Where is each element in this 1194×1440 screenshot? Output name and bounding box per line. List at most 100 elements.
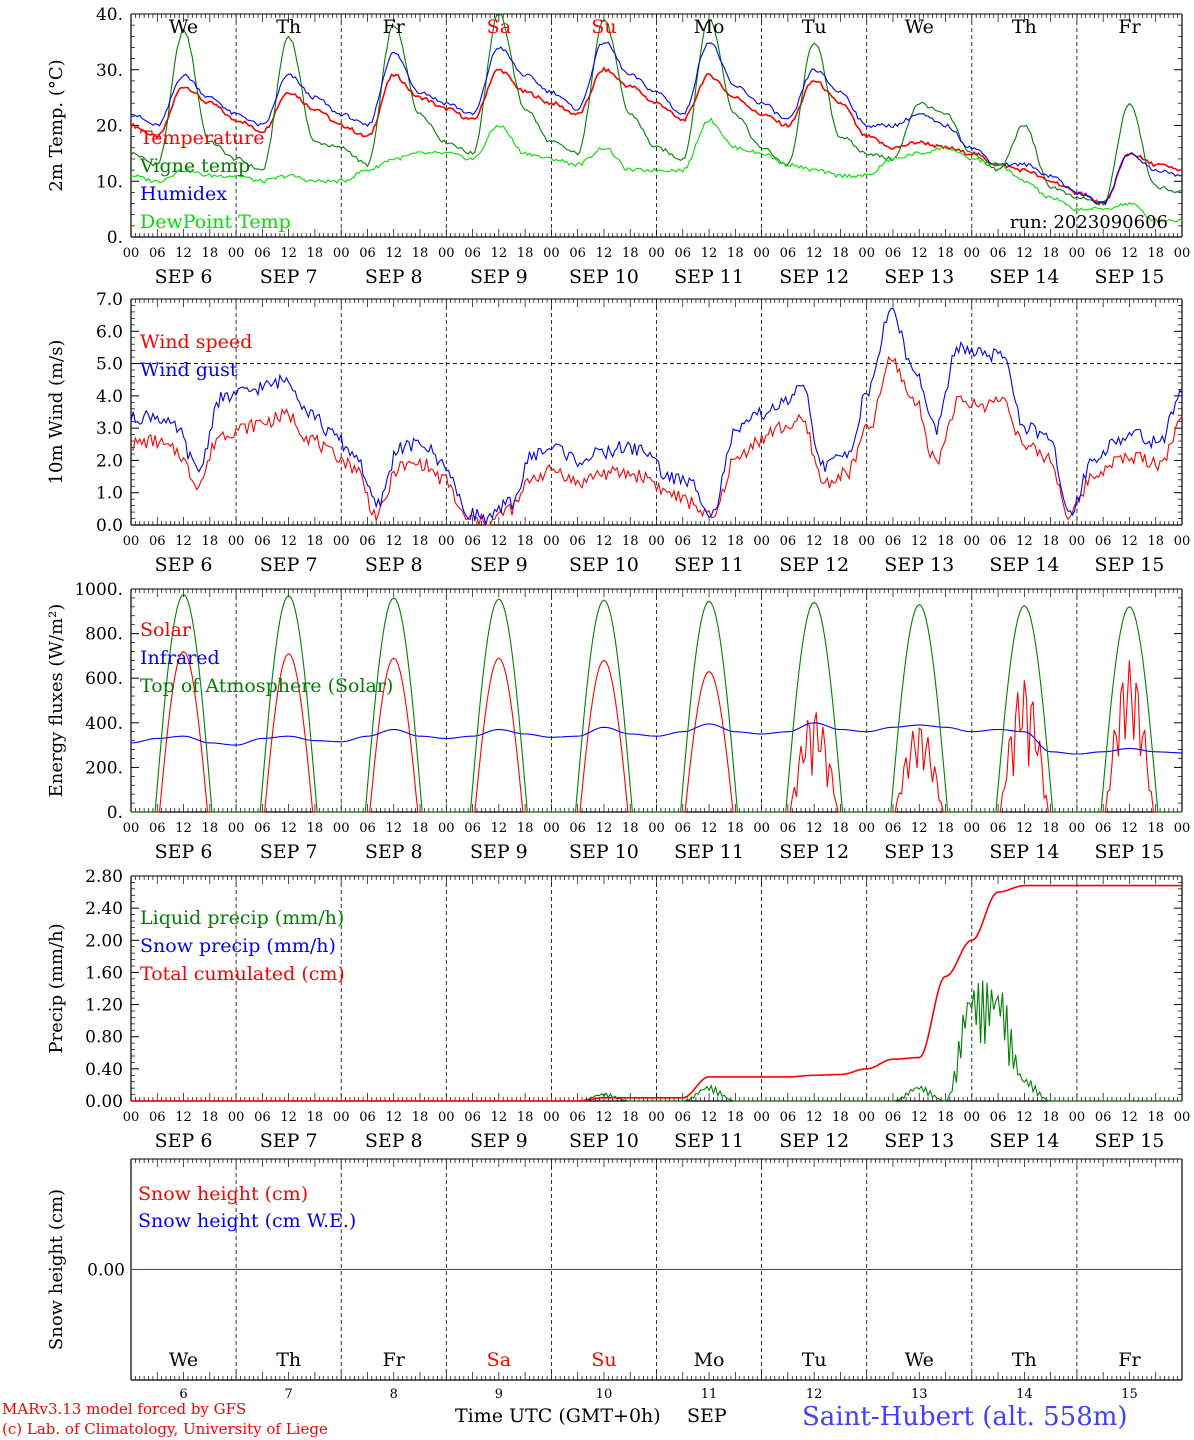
y-tick-label: 800. [85, 625, 123, 645]
hour-tick-label: 12 [491, 1110, 508, 1125]
hour-tick-label: 18 [412, 534, 429, 549]
hour-tick-label: 06 [569, 246, 586, 261]
date-label: SEP 14 [989, 554, 1059, 576]
hour-tick-label: 06 [149, 246, 166, 261]
hour-tick-label: 00 [858, 1110, 875, 1125]
hour-tick-label: 18 [1147, 246, 1164, 261]
y-tick-label: 400. [85, 714, 123, 734]
hour-tick-label: 06 [990, 1110, 1007, 1125]
day-name: Su [591, 1349, 616, 1371]
series-line-humidex [131, 41, 1183, 206]
date-label: SEP 12 [779, 1130, 849, 1152]
series-line-vigne [131, 593, 1182, 813]
hour-tick-label: 00 [1069, 246, 1086, 261]
hour-tick-label: 18 [727, 534, 744, 549]
hour-tick-label: 12 [175, 534, 192, 549]
hour-tick-label: 12 [806, 534, 823, 549]
hour-tick-label: 18 [517, 246, 534, 261]
hour-tick-label: 00 [543, 821, 560, 836]
day-name: Tu [802, 1349, 827, 1371]
hour-tick-label: 12 [491, 246, 508, 261]
hour-tick-label: 12 [596, 821, 613, 836]
series-line-humidex [130, 307, 1183, 525]
legend-label: Snow height (cm) [138, 1183, 308, 1205]
series-line-temperature [130, 355, 1183, 526]
hour-tick-label: 06 [675, 821, 692, 836]
hour-tick-label: 00 [1174, 246, 1191, 261]
hour-tick-label: 06 [464, 534, 481, 549]
hour-tick-label: 00 [228, 246, 245, 261]
day-name: Th [276, 16, 301, 38]
date-label: SEP 13 [884, 1130, 954, 1152]
hour-tick-label: 18 [202, 246, 219, 261]
hour-tick-label: 06 [149, 534, 166, 549]
hour-tick-label: 18 [622, 821, 639, 836]
y-tick-label: 0. [107, 803, 123, 823]
hour-tick-label: 12 [1016, 1110, 1033, 1125]
hour-tick-label: 18 [202, 821, 219, 836]
hour-tick-label: 06 [780, 246, 797, 261]
hour-tick-label: 18 [832, 821, 849, 836]
hour-tick-label: 00 [543, 1110, 560, 1125]
hour-tick-label: 12 [596, 246, 613, 261]
hour-tick-label: 00 [228, 534, 245, 549]
day-number: 8 [390, 1387, 398, 1402]
hour-tick-label: 18 [727, 246, 744, 261]
panel-snow [130, 1158, 1183, 1381]
hour-tick-label: 00 [123, 246, 140, 261]
date-label: SEP 15 [1095, 1130, 1165, 1152]
hour-tick-label: 12 [701, 1110, 718, 1125]
hour-tick-label: 06 [990, 821, 1007, 836]
hour-tick-label: 18 [412, 1110, 429, 1125]
date-label: SEP 8 [365, 841, 423, 863]
hour-tick-label: 00 [543, 246, 560, 261]
hour-tick-label: 18 [1042, 246, 1059, 261]
date-label: SEP 10 [569, 554, 639, 576]
legend-label: Snow height (cm W.E.) [138, 1210, 356, 1232]
legend-label: Snow precip (mm/h) [140, 935, 336, 957]
hour-tick-label: 00 [964, 534, 981, 549]
run-label: run: 2023090606 [1010, 212, 1168, 233]
hour-tick-label: 12 [806, 1110, 823, 1125]
hour-tick-label: 12 [491, 534, 508, 549]
legend-label: Wind speed [140, 331, 252, 353]
hour-tick-label: 06 [569, 821, 586, 836]
hour-tick-label: 12 [911, 1110, 928, 1125]
hour-tick-label: 00 [753, 246, 770, 261]
date-label: SEP 15 [1095, 841, 1165, 863]
date-label: SEP 6 [155, 1130, 213, 1152]
date-label: SEP 15 [1095, 554, 1165, 576]
hour-tick-label: 00 [123, 534, 140, 549]
hour-tick-label: 18 [307, 1110, 324, 1125]
day-name: Mo [694, 1349, 725, 1371]
hour-tick-label: 12 [491, 821, 508, 836]
hour-tick-label: 00 [648, 821, 665, 836]
hour-tick-label: 18 [202, 534, 219, 549]
hour-tick-label: 12 [175, 1110, 192, 1125]
hour-tick-label: 00 [438, 1110, 455, 1125]
hour-tick-label: 18 [307, 821, 324, 836]
hour-tick-label: 06 [254, 1110, 271, 1125]
date-label: SEP 11 [674, 554, 744, 576]
hour-tick-label: 00 [438, 821, 455, 836]
hour-tick-label: 06 [675, 246, 692, 261]
date-label: SEP 11 [674, 266, 744, 288]
hour-tick-label: 00 [1069, 534, 1086, 549]
y-tick-label: 1.0 [96, 484, 123, 504]
x-axis-month: SEP [687, 1405, 727, 1427]
day-number: 11 [701, 1387, 718, 1402]
hour-tick-label: 12 [1121, 246, 1138, 261]
hour-tick-label: 12 [175, 246, 192, 261]
y-tick-label: 200. [85, 758, 123, 778]
hour-tick-label: 18 [832, 246, 849, 261]
date-label: SEP 14 [989, 1130, 1059, 1152]
day-name: Th [1012, 1349, 1037, 1371]
series-line-vigne [130, 13, 1183, 206]
hour-tick-label: 06 [359, 534, 376, 549]
y-tick-label: 5.0 [96, 355, 123, 375]
day-name: Sa [487, 16, 511, 38]
day-name: Th [1012, 16, 1037, 38]
date-label: SEP 11 [674, 841, 744, 863]
y-axis-title: Precip (mm/h) [46, 923, 67, 1053]
